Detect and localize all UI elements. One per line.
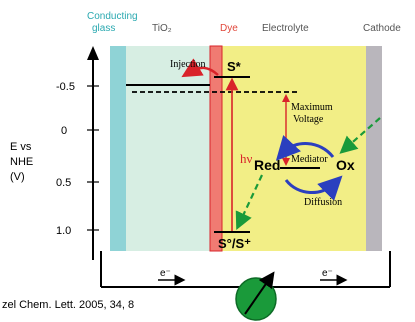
header-tio2: TiO₂ <box>152 23 172 34</box>
load-variable-arrow <box>244 271 275 315</box>
citation-text: zel Chem. Lett. 2005, 34, 8 <box>2 299 134 311</box>
header-conducting-glass-2: glass <box>92 23 115 34</box>
header-conducting-glass-1: Conducting <box>87 11 138 22</box>
electron-label-right: e⁻ <box>322 268 333 279</box>
mediator-cycle-arrow-bottom <box>284 175 343 201</box>
red-label: Red <box>254 157 280 173</box>
tick-label: 0 <box>61 125 67 137</box>
axis-label-1: E vs <box>10 141 32 153</box>
cathode-to-ox-path <box>339 117 381 154</box>
ground-state-label: S°/S⁺ <box>218 236 251 251</box>
axis-label-2: NHE <box>10 156 33 168</box>
maximum-voltage-label-1: Maximum <box>291 102 333 113</box>
header-cathode: Cathode <box>363 23 401 34</box>
diffusion-label: Diffusion <box>304 197 342 208</box>
axis-label-3: (V) <box>10 171 25 183</box>
electron-label-left: e⁻ <box>160 268 171 279</box>
maximum-voltage-arrowhead-top <box>282 94 290 102</box>
conducting-glass-layer <box>110 46 126 251</box>
hv-label: hν <box>240 151 253 166</box>
red-to-dye-path <box>235 174 263 230</box>
s-star-label: S* <box>227 59 242 74</box>
dye-layer <box>209 45 223 252</box>
injection-arrow <box>181 58 219 78</box>
header-electrolyte: Electrolyte <box>262 23 309 34</box>
energy-axis-arrowhead <box>87 46 99 60</box>
header-dye: Dye <box>220 23 238 34</box>
tio2-layer <box>126 46 210 251</box>
ox-label: Ox <box>336 157 355 173</box>
mediator-cycle-arrow-top <box>275 135 335 161</box>
maximum-voltage-label-2: Voltage <box>293 114 324 125</box>
injection-label: Injection <box>170 59 206 70</box>
cathode-layer <box>366 46 382 251</box>
tick-label: 0.5 <box>56 177 71 189</box>
mediator-label: Mediator <box>291 154 328 165</box>
tick-label: 1.0 <box>56 225 71 237</box>
tick-label: -0.5 <box>56 81 75 93</box>
